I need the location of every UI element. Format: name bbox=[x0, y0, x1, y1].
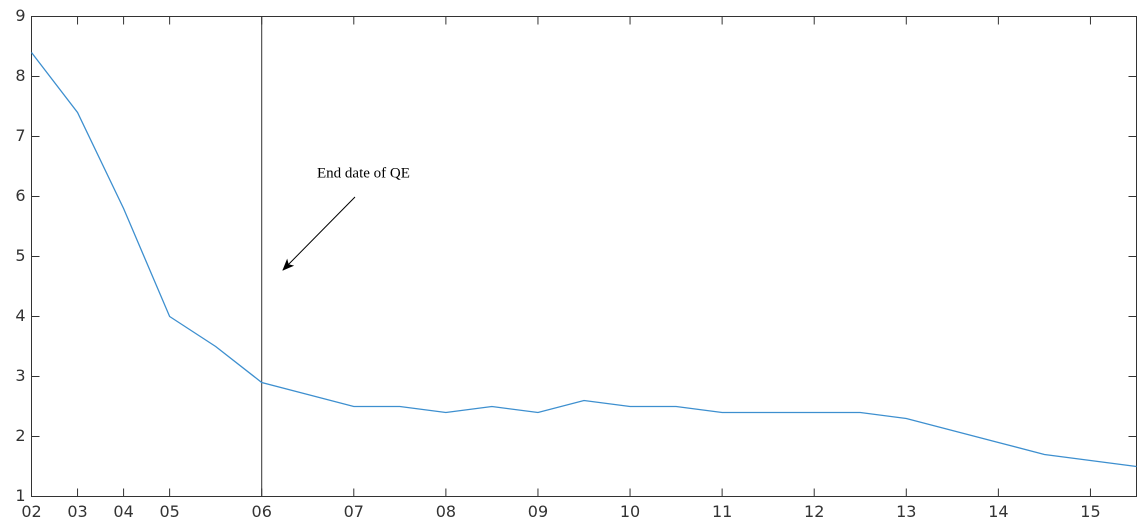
x-tick-label: 11 bbox=[712, 502, 732, 521]
annotation-arrow bbox=[282, 196, 356, 271]
y-tick-label: 7 bbox=[15, 126, 25, 145]
annotation: End date of QE bbox=[317, 165, 410, 181]
y-tick-label: 4 bbox=[15, 306, 25, 325]
y-tick-label: 5 bbox=[15, 246, 25, 265]
x-tick-label: 04 bbox=[113, 502, 133, 521]
y-tick-label: 6 bbox=[15, 186, 25, 205]
y-tick-label: 9 bbox=[15, 6, 25, 25]
y-tick-label: 8 bbox=[15, 66, 25, 85]
x-tick-label: 03 bbox=[67, 502, 87, 521]
x-tick-label: 05 bbox=[159, 502, 179, 521]
x-tick-label: 12 bbox=[804, 502, 824, 521]
x-tick-label: 08 bbox=[436, 502, 456, 521]
x-tick-label: 06 bbox=[252, 502, 272, 521]
x-tick-label: 09 bbox=[528, 502, 548, 521]
x-tick-label: 07 bbox=[344, 502, 364, 521]
plot-frame bbox=[31, 16, 1137, 497]
y-tick-label: 2 bbox=[15, 426, 25, 445]
x-tick-label: 02 bbox=[21, 502, 41, 521]
line-series bbox=[30, 52, 1137, 468]
x-tick-label: 10 bbox=[620, 502, 640, 521]
x-tick-label: 13 bbox=[896, 502, 916, 521]
y-tick-label: 3 bbox=[15, 366, 25, 385]
x-tick-label: 15 bbox=[1080, 502, 1100, 521]
x-tick-label: 14 bbox=[988, 502, 1008, 521]
y-tick-label: 1 bbox=[15, 486, 25, 505]
